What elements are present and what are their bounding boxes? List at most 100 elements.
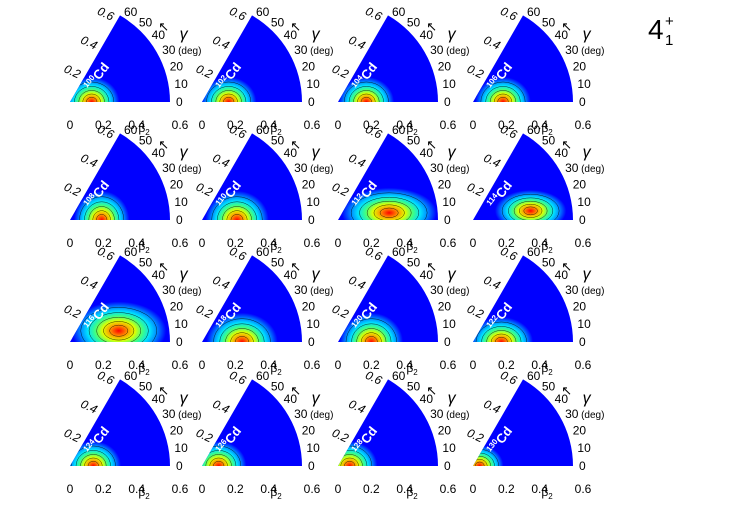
diagonal-tick-label: 0.6: [498, 122, 519, 142]
gamma-tick-label: 50: [271, 255, 285, 269]
beta-axis-label: β2: [541, 485, 553, 501]
contour-line: [485, 86, 521, 102]
gamma-tick-label: 50: [139, 379, 153, 393]
gamma-arrow-icon: ↖: [426, 19, 437, 34]
contour-line: [206, 81, 252, 102]
beta-tick-label: 0.2: [95, 358, 112, 372]
diagonal-tick-label: 0.2: [465, 426, 486, 446]
gamma-arrow-icon: ↖: [158, 19, 169, 34]
sector-background: [473, 379, 573, 466]
gamma-tick-label: 40: [284, 392, 298, 406]
gamma-arrow-icon: ↖: [290, 259, 301, 274]
gamma-tick-label: 60: [124, 245, 138, 259]
diagonal-tick-label: 0.6: [227, 244, 248, 264]
contour-line: [202, 445, 242, 466]
gamma-tick-label: 20: [170, 177, 184, 191]
gamma-symbol: γ: [448, 390, 457, 407]
gamma-tick-label: 60: [527, 5, 541, 19]
gamma-unit-label: (deg): [310, 286, 333, 297]
beta-tick-label: 0.6: [440, 118, 457, 132]
diagonal-tick-label: 0.2: [194, 62, 215, 82]
state-label-sub: 1: [665, 32, 674, 49]
contour-line: [88, 312, 149, 342]
contour-line: [74, 86, 110, 102]
contour-line: [373, 204, 405, 220]
diagonal-tick-label: 0.4: [79, 273, 100, 293]
gamma-tick-label: 50: [407, 15, 421, 29]
beta-tick-label: 0: [67, 482, 74, 496]
energy-minimum: [71, 301, 167, 342]
gamma-tick-label: 30: [565, 43, 579, 57]
contour-line: [84, 457, 103, 466]
contour-line: [475, 321, 527, 342]
gamma-tick-label: 40: [284, 28, 298, 42]
gamma-unit-label: (deg): [310, 410, 333, 421]
gamma-tick-label: 30: [294, 43, 308, 57]
energy-minimum: [70, 77, 120, 102]
gamma-tick-label: 40: [152, 146, 166, 160]
beta-tick-label: 0.6: [172, 236, 189, 250]
beta-axis-label: β2: [138, 361, 150, 377]
beta-tick-label: 0: [470, 482, 477, 496]
gamma-tick-label: 10: [306, 77, 320, 91]
contour-line: [205, 454, 232, 466]
diagonal-tick-label: 0.2: [465, 302, 486, 322]
gamma-tick-label: 50: [542, 133, 556, 147]
diagonal-tick-label: 0.4: [79, 33, 100, 53]
beta-axis-label: β2: [406, 239, 418, 255]
gamma-tick-label: 30: [294, 283, 308, 297]
beta-tick-label: 0.6: [575, 482, 592, 496]
beta-axis-label: β2: [138, 121, 150, 137]
gamma-tick-label: 50: [271, 133, 285, 147]
contour-line: [340, 457, 359, 466]
gamma-tick-label: 60: [256, 123, 270, 137]
energy-minimum: [70, 441, 122, 466]
contour-line: [379, 207, 399, 218]
contour-line: [338, 454, 363, 466]
beta-tick-label: 0.4: [260, 358, 277, 372]
gamma-tick-label: 30: [162, 407, 176, 421]
gamma-unit-label: (deg): [446, 410, 469, 421]
beta-tick-label: 0: [199, 118, 206, 132]
gamma-tick-label: 20: [302, 299, 316, 313]
gamma-symbol: γ: [312, 144, 321, 161]
gamma-symbol: γ: [180, 266, 189, 283]
diagonal-tick-label: 0.4: [482, 151, 503, 171]
gamma-tick-label: 30: [430, 283, 444, 297]
gamma-tick-label: 50: [271, 379, 285, 393]
diagonal-tick-label: 0.2: [194, 426, 215, 446]
beta-tick-label: 0.2: [227, 118, 244, 132]
diagonal-tick-label: 0.2: [194, 302, 215, 322]
contour-line: [345, 318, 397, 342]
contour-line: [359, 196, 420, 220]
gamma-tick-label: 40: [420, 392, 434, 406]
beta-tick-label: 0.6: [172, 482, 189, 496]
gamma-tick-label: 20: [573, 177, 587, 191]
gamma-tick-label: 0: [176, 95, 183, 109]
gamma-tick-label: 50: [271, 15, 285, 29]
gamma-unit-label: (deg): [310, 164, 333, 175]
gamma-arrow-icon: ↖: [426, 137, 437, 152]
gamma-unit-label: (deg): [446, 286, 469, 297]
diagonal-tick-label: 0.4: [79, 151, 100, 171]
gamma-tick-label: 60: [392, 123, 406, 137]
beta-tick-label: 0.2: [95, 118, 112, 132]
diagonal-tick-label: 0.4: [347, 273, 368, 293]
gamma-unit-label: (deg): [178, 164, 201, 175]
gamma-tick-label: 50: [542, 255, 556, 269]
diagonal-tick-label: 0.4: [347, 397, 368, 417]
diagonal-tick-label: 0.4: [482, 33, 503, 53]
gamma-tick-label: 40: [555, 392, 569, 406]
beta-tick-label: 0.2: [95, 482, 112, 496]
diagonal-tick-label: 0.2: [62, 426, 83, 446]
gamma-tick-label: 40: [420, 28, 434, 42]
contour-line: [474, 461, 485, 466]
gamma-arrow-icon: ↖: [561, 383, 572, 398]
gamma-tick-label: 20: [170, 59, 184, 73]
contour-line: [84, 201, 120, 220]
energy-minimum: [338, 77, 395, 102]
